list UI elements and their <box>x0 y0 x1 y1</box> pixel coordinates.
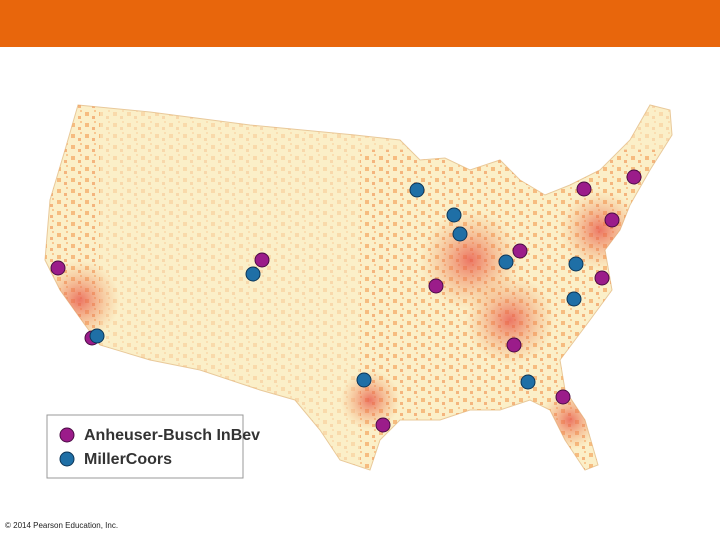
header-bar <box>0 0 720 47</box>
legend-swatch <box>59 427 75 443</box>
legend-label: Anheuser-Busch InBev <box>84 427 260 444</box>
mc-marker <box>409 182 425 198</box>
mc-marker <box>446 207 462 223</box>
mc-marker <box>452 226 468 242</box>
ab-marker <box>506 337 522 353</box>
legend-swatch <box>59 451 75 467</box>
mc-marker <box>566 291 582 307</box>
ab-marker <box>604 212 620 228</box>
ab-marker <box>594 270 610 286</box>
mc-marker <box>356 372 372 388</box>
ab-marker <box>576 181 592 197</box>
ab-marker <box>50 260 66 276</box>
mc-marker <box>245 266 261 282</box>
brewery-markers <box>50 169 642 433</box>
copyright: © 2014 Pearson Education, Inc. <box>5 521 118 530</box>
legend-box <box>46 414 244 479</box>
ab-marker <box>254 252 270 268</box>
mc-marker <box>89 328 105 344</box>
mc-marker <box>520 374 536 390</box>
ab-marker <box>512 243 528 259</box>
mc-marker <box>498 254 514 270</box>
legend: Anheuser-Busch InBev MillerCoors <box>46 414 260 479</box>
ab-marker <box>428 278 444 294</box>
mc-marker <box>568 256 584 272</box>
ab-marker <box>375 417 391 433</box>
legend-label: MillerCoors <box>84 451 172 468</box>
ab-marker <box>626 169 642 185</box>
ab-marker <box>555 389 571 405</box>
